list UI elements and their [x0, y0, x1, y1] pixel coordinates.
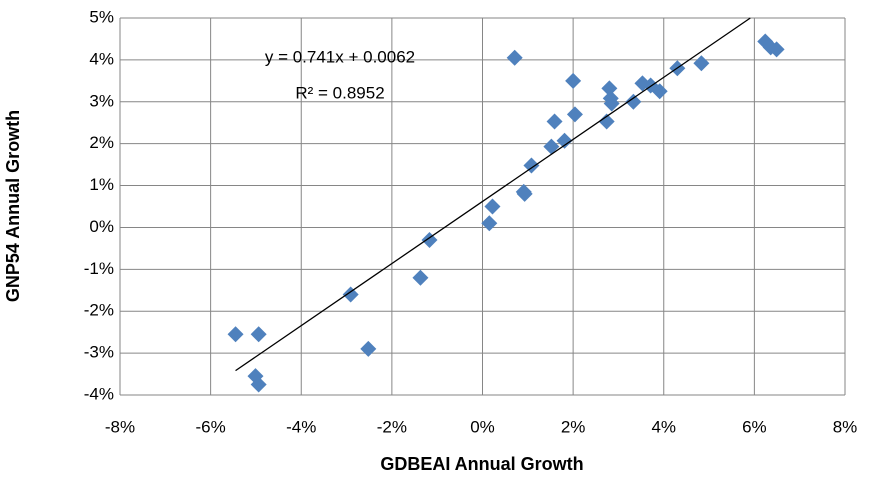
- point: [598, 113, 615, 130]
- y-tick-label: 2%: [89, 133, 114, 152]
- point: [506, 49, 523, 66]
- point: [603, 95, 620, 112]
- point: [360, 340, 377, 357]
- x-tick-label: -6%: [196, 417, 226, 436]
- point: [546, 113, 563, 130]
- point: [481, 215, 498, 232]
- point: [543, 138, 560, 155]
- point: [651, 83, 668, 100]
- point: [556, 132, 573, 149]
- y-tick-label: 0%: [89, 217, 114, 236]
- point: [601, 80, 618, 97]
- point: [693, 55, 710, 72]
- x-tick-label: 2%: [561, 417, 586, 436]
- y-axis-title: GNP54 Annual Growth: [3, 110, 23, 302]
- y-tick-label: 3%: [89, 91, 114, 110]
- point: [768, 41, 785, 58]
- point: [421, 232, 438, 249]
- point: [565, 72, 582, 89]
- point: [342, 286, 359, 303]
- y-tick-label: -3%: [84, 343, 114, 362]
- point: [484, 198, 501, 215]
- x-tick-label: 6%: [742, 417, 767, 436]
- point: [625, 93, 642, 110]
- x-axis-title: GDBEAI Annual Growth: [380, 454, 583, 474]
- annotation: y = 0.741x + 0.0062: [265, 47, 415, 66]
- y-tick-label: 1%: [89, 175, 114, 194]
- x-tick-label: -4%: [286, 417, 316, 436]
- point: [523, 157, 540, 174]
- y-tick-label: -2%: [84, 301, 114, 320]
- point: [250, 326, 267, 343]
- x-tick-label: -8%: [105, 417, 135, 436]
- point: [566, 106, 583, 123]
- annotation: R² = 0.8952: [295, 83, 384, 102]
- y-tick-label: 4%: [89, 49, 114, 68]
- x-tick-label: 8%: [833, 417, 858, 436]
- x-tick-label: 4%: [651, 417, 676, 436]
- y-tick-label: 5%: [89, 7, 114, 26]
- point: [516, 185, 533, 202]
- point: [227, 326, 244, 343]
- x-tick-label: -2%: [377, 417, 407, 436]
- y-tick-label: -4%: [84, 384, 114, 403]
- point: [250, 376, 267, 393]
- x-tick-label: 0%: [470, 417, 495, 436]
- point: [412, 269, 429, 286]
- trendline: [235, 17, 751, 372]
- y-tick-label: -1%: [84, 259, 114, 278]
